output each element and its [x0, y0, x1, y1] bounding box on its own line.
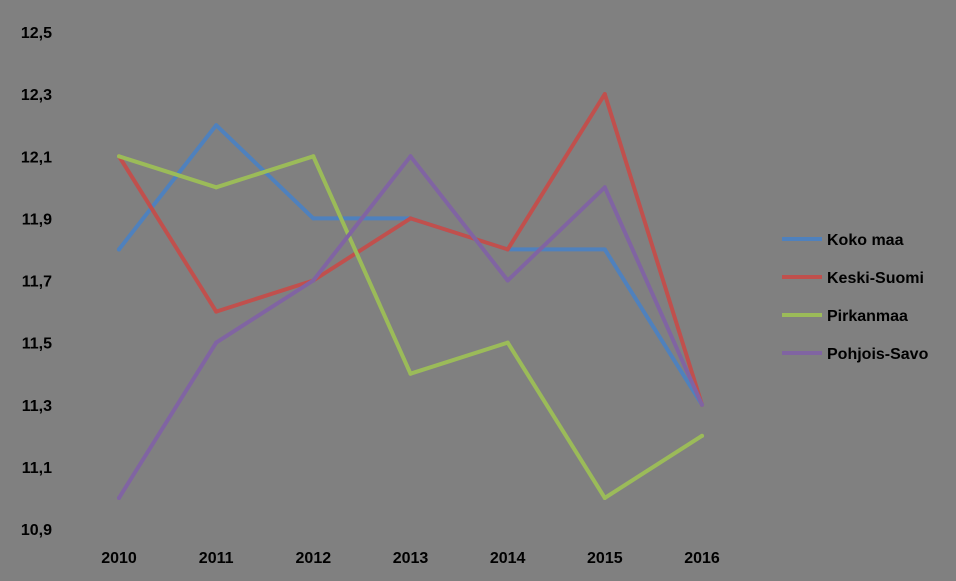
y-axis: 10,9 11,1 11,3 11,5 11,7 11,9 12,1 12,3 12,5: [21, 25, 52, 539]
y-tick-label: 12,3: [21, 87, 52, 104]
legend-label: Pirkanmaa: [827, 308, 908, 325]
y-tick-label: 12,5: [21, 25, 52, 42]
data-point: [602, 92, 607, 97]
x-axis: 2010 2011 2012 2013 2014 2015 2016: [101, 550, 720, 567]
x-tick-label: 2012: [296, 550, 332, 567]
legend-item: Koko maa: [782, 232, 904, 249]
data-point: [214, 185, 219, 190]
data-point: [408, 154, 413, 159]
y-tick-label: 11,9: [22, 211, 52, 228]
data-point: [311, 278, 316, 283]
data-point: [311, 216, 316, 221]
data-point: [408, 371, 413, 376]
legend-label: Pohjois-Savo: [827, 346, 929, 363]
data-point: [408, 216, 413, 221]
data-point: [311, 154, 316, 159]
legend-label: Koko maa: [827, 232, 904, 249]
x-tick-label: 2010: [101, 550, 137, 567]
y-tick-label: 11,1: [22, 460, 52, 477]
y-tick-label: 12,1: [21, 149, 52, 166]
legend-label: Keski-Suomi: [827, 270, 924, 287]
series-line-koko-maa: [117, 123, 704, 407]
x-tick-label: 2013: [393, 550, 429, 567]
legend-item: Keski-Suomi: [782, 270, 924, 287]
y-tick-label: 10,9: [21, 522, 52, 539]
data-point: [505, 247, 510, 252]
data-point: [602, 185, 607, 190]
y-tick-label: 11,3: [22, 398, 52, 415]
data-point: [214, 123, 219, 128]
data-point: [505, 340, 510, 345]
data-point: [700, 402, 704, 407]
series-line-pohjois-savo: [117, 154, 704, 500]
x-tick-label: 2016: [684, 550, 720, 567]
legend: Koko maa Keski-Suomi Pirkanmaa Pohjois-Savo: [782, 232, 929, 363]
data-point: [117, 495, 121, 500]
legend-item: Pirkanmaa: [782, 308, 908, 325]
data-point: [505, 278, 510, 283]
y-tick-label: 11,5: [22, 336, 52, 353]
data-point: [214, 340, 219, 345]
data-point: [117, 154, 121, 159]
x-tick-label: 2011: [199, 550, 234, 567]
data-point: [117, 247, 121, 252]
data-point: [214, 309, 219, 314]
x-tick-label: 2014: [490, 550, 526, 567]
data-point: [602, 247, 607, 252]
x-tick-label: 2015: [587, 550, 623, 567]
data-point: [602, 495, 607, 500]
legend-item: Pohjois-Savo: [782, 346, 929, 363]
series-lines: [117, 92, 704, 500]
y-tick-label: 11,7: [22, 274, 52, 291]
data-point: [700, 433, 704, 438]
